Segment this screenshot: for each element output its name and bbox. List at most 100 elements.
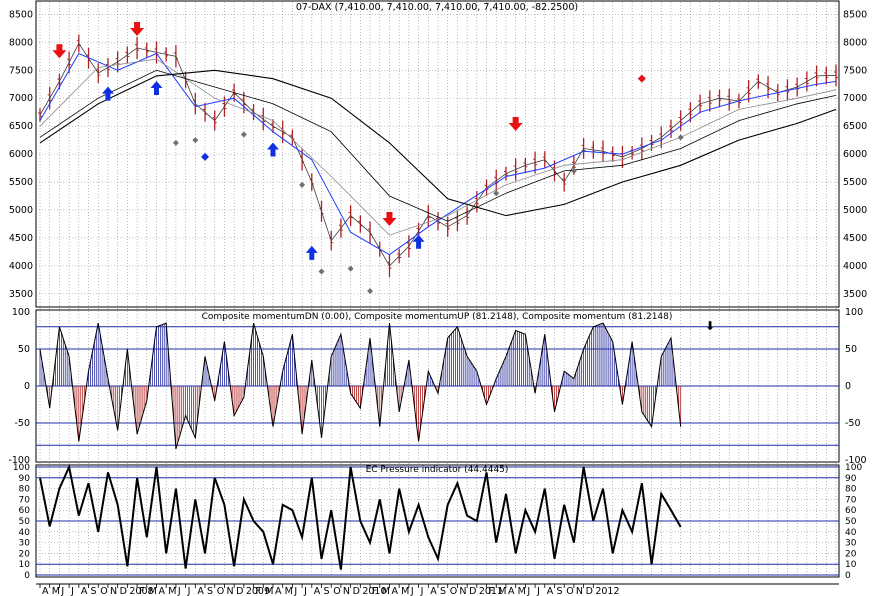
time-axis-label: A — [197, 586, 204, 596]
signal-diamond-icon — [240, 131, 247, 138]
ec-y-tick-label: 80 — [845, 485, 857, 495]
ec-y-tick-label: 10 — [19, 560, 31, 570]
time-axis-label: A — [81, 586, 88, 596]
buy-arrow-icon — [266, 142, 279, 157]
signal-diamond-icon — [570, 167, 577, 174]
price-y-axis-right: 8500 8000 7500 7000 6500 6000 5500 5000 4500 4000… — [843, 9, 867, 299]
price-ma-gray-line — [39, 58, 837, 236]
composite-y-tick-label: 100 — [845, 307, 863, 318]
time-axis-label: M — [52, 586, 60, 596]
ec-y-tick-label: 40 — [845, 528, 857, 538]
composite-chart-title: Composite momentumDN (0.00), Composite m… — [202, 312, 673, 322]
time-axis-label: J — [177, 586, 181, 596]
composite-y-tick-label: 0 — [24, 381, 30, 392]
price-y-tick-label: 7000 — [843, 93, 867, 104]
ec-y-tick-label: 20 — [19, 549, 31, 559]
time-axis-label: J — [420, 586, 424, 596]
ec-y-tick-label: 20 — [845, 549, 857, 559]
time-axis-label: 2008 — [129, 586, 153, 596]
time-axis-label: J — [70, 586, 74, 596]
ec-y-tick-label: 0 — [24, 571, 30, 581]
signal-diamond-icon — [172, 139, 179, 146]
time-axis-label: N — [226, 586, 233, 596]
signal-diamond-icon — [493, 190, 500, 197]
sell-arrow-icon — [382, 211, 397, 226]
sell-arrow-icon — [52, 44, 67, 59]
time-axis-label: A — [42, 586, 49, 596]
time-axis-label: J — [526, 586, 530, 596]
time-axis-label: D — [120, 586, 127, 596]
time-axis-label: N — [459, 586, 466, 596]
composite-y-tick-label: -100 — [8, 455, 30, 466]
composite-momentum-line — [39, 322, 682, 450]
time-axis-label: D — [236, 586, 243, 596]
price-y-tick-label: 8000 — [843, 37, 867, 48]
price-y-tick-label: 8000 — [9, 37, 33, 48]
time-axis-label: J — [536, 586, 540, 596]
price-y-tick-label: 3500 — [843, 289, 867, 300]
price-y-tick-label: 8500 — [843, 9, 867, 20]
signal-diamond-icon — [347, 265, 354, 272]
ec-y-tick-label: 60 — [19, 506, 31, 516]
sell-arrow-icon — [508, 116, 523, 131]
price-y-tick-label: 6500 — [9, 121, 33, 132]
time-axis-label: J — [293, 586, 297, 596]
time-axis-label: S — [440, 586, 446, 596]
price-y-tick-label: 5000 — [843, 205, 867, 216]
price-ma-long-line — [39, 69, 837, 217]
price-grid — [36, 2, 839, 307]
ec-y-tick-label: 0 — [845, 571, 851, 581]
time-axis-label: O — [333, 586, 340, 596]
time-axis-label: N — [343, 586, 350, 596]
time-axis-label: A — [430, 586, 437, 596]
price-y-tick-label: 6000 — [843, 149, 867, 160]
ec-y-tick-label: 60 — [845, 506, 857, 516]
time-axis-label: S — [324, 586, 330, 596]
time-axis-label: A — [508, 586, 515, 596]
time-axis-label: M — [168, 586, 176, 596]
composite-y-axis-left: 100 50 0 -50 -100 — [8, 307, 30, 466]
time-axis-label: J — [60, 586, 64, 596]
ec-line — [39, 463, 682, 570]
ec-y-tick-label: 100 — [845, 463, 862, 473]
ec-y-tick-label: 50 — [19, 517, 31, 527]
ec-y-tick-label: 100 — [13, 463, 30, 473]
ec-chart-title: EC Pressure indicator (44.4445) — [366, 465, 509, 475]
buy-arrow-icon — [305, 245, 318, 260]
time-axis-label: S — [91, 586, 97, 596]
price-markers — [52, 21, 684, 295]
time-axis-label: M — [401, 586, 409, 596]
time-axis-label: A — [547, 586, 554, 596]
composite-y-tick-label: 0 — [845, 381, 851, 392]
signal-diamond-icon — [192, 137, 199, 144]
price-y-tick-label: 4000 — [9, 261, 33, 272]
time-axis-label: F — [372, 586, 377, 596]
price-close-line — [39, 42, 837, 267]
price-chart-title: 07-DAX (7,410.00, 7,410.00, 7,410.00, 7,… — [296, 2, 578, 13]
ec-y-tick-label: 80 — [19, 485, 31, 495]
time-axis-label: A — [275, 586, 282, 596]
time-axis-label: 2009 — [246, 586, 270, 596]
time-axis-label: M — [265, 586, 273, 596]
buy-arrow-icon — [412, 234, 425, 249]
ec-y-tick-label: 90 — [19, 474, 31, 484]
price-y-tick-label: 7500 — [843, 65, 867, 76]
composite-y-tick-label: -50 — [14, 418, 30, 429]
composite-y-tick-label: 100 — [12, 307, 30, 318]
ec-pressure-line — [39, 463, 682, 570]
price-y-tick-label: 4500 — [843, 233, 867, 244]
time-axis-label: O — [566, 586, 573, 596]
time-axis-label: F — [489, 586, 494, 596]
composite-y-tick-label: 50 — [845, 344, 857, 355]
price-y-tick-label: 5500 — [9, 177, 33, 188]
sell-arrow-icon — [130, 21, 145, 36]
signal-diamond-icon — [299, 181, 306, 188]
composite-y-tick-label: -100 — [845, 455, 867, 466]
time-axis-label: D — [586, 586, 593, 596]
ec-y-tick-label: 70 — [19, 495, 31, 505]
time-axis-label: O — [450, 586, 457, 596]
time-axis-label: D — [353, 586, 360, 596]
